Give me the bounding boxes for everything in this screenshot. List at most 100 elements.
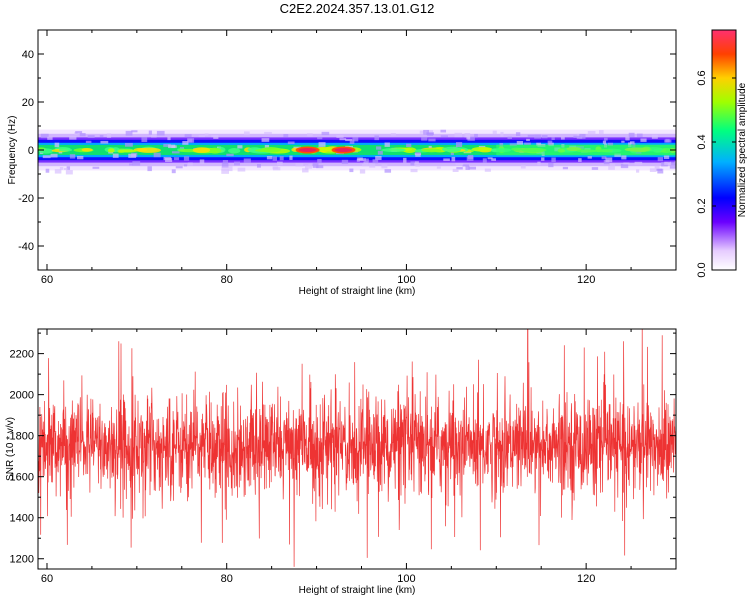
spectrogram-core-blob — [117, 149, 138, 153]
spectrogram-speckle — [636, 133, 643, 138]
spectrogram-speckle — [526, 138, 530, 142]
spectrogram-speckle — [640, 138, 647, 142]
snr-y-tick-label-1600: 1600 — [10, 472, 34, 484]
spectrogram-speckle — [440, 129, 447, 133]
spectrogram-speckle — [317, 158, 322, 164]
spectrogram-speckle — [66, 166, 71, 170]
spectrogram-speckle — [602, 140, 607, 144]
spectrogram-speckle — [171, 169, 176, 174]
spectrogram-speckle — [428, 138, 436, 142]
spectrogram-speckle — [289, 155, 293, 160]
spectrogram-speckle — [266, 156, 273, 160]
spectrogram-speckle — [304, 165, 309, 170]
spectrogram-speckle — [649, 168, 657, 172]
spectrogram-core-blob — [81, 147, 93, 152]
spectrogram-speckle — [58, 151, 63, 154]
spectrogram-speckle — [317, 136, 323, 140]
spectrogram-speckle — [423, 129, 429, 135]
spectrogram-speckle — [415, 164, 420, 167]
spectrogram-speckle — [362, 163, 369, 167]
snr-y-tick-label-2000: 2000 — [10, 390, 34, 402]
spectrogram-speckle — [455, 163, 464, 166]
spectrogram-speckle — [537, 161, 541, 166]
spectrogram-speckle — [591, 167, 599, 170]
spectrogram-speckle — [99, 134, 104, 138]
snr-y-tick-label-1200: 1200 — [10, 554, 34, 566]
spectrogram-speckle — [578, 158, 582, 162]
spectrogram-speckle — [359, 169, 366, 174]
spectrogram-speckle — [520, 165, 526, 169]
spectrogram-speckle — [663, 155, 670, 160]
spectrogram-speckle — [237, 167, 246, 172]
spectrogram-speckle — [59, 166, 64, 170]
spectrogram-speckle — [272, 166, 279, 170]
spectrogram-speckle — [573, 135, 581, 138]
spectrogram-speckle — [221, 169, 230, 174]
spectrogram-speckle — [587, 130, 596, 135]
spectrogram-core-blob — [442, 146, 462, 152]
spectrogram-speckle — [436, 166, 441, 169]
spectrogram-speckle — [377, 150, 383, 155]
spectrogram-speckle — [419, 130, 425, 134]
snr-y-tick-label-1800: 1800 — [10, 431, 34, 443]
spectrogram-speckle — [452, 168, 459, 172]
spectrogram-speckle — [237, 145, 243, 149]
spectrogram-speckle — [487, 157, 493, 160]
spectrogram-speckle — [381, 164, 388, 169]
spectrogram-speckle — [175, 166, 183, 169]
spectrogram-core-blob — [402, 147, 417, 153]
spectrogram-speckle — [75, 131, 83, 134]
spectrogram-speckle — [536, 142, 541, 146]
spectrogram-speckle — [440, 135, 448, 138]
spectrogram-speckle — [467, 154, 474, 160]
spectrogram-speckle — [492, 130, 497, 135]
spectrogram-speckle — [443, 158, 450, 162]
spectrogram-speckle — [579, 133, 586, 139]
spectrogram-y-tick-label--20: -20 — [18, 193, 34, 205]
spectrogram-speckle — [69, 154, 76, 159]
spectrogram-y-ticks: -40 -20 0 20 40 — [18, 29, 676, 271]
spectrogram-speckle — [63, 167, 68, 171]
spectrogram-speckle — [455, 142, 463, 148]
spectrogram-speckle — [272, 156, 277, 161]
spectrogram-speckle — [657, 157, 664, 162]
snr-x-axis-label: Height of straight line (km) — [299, 585, 416, 596]
spectrogram-speckle — [213, 135, 219, 139]
spectrogram-x-tick-label-100: 100 — [397, 274, 415, 286]
spectrogram-speckle — [283, 134, 289, 138]
spectrogram-speckle — [374, 135, 379, 141]
spectrogram-speckle — [462, 164, 470, 167]
spectrogram-speckle — [674, 160, 676, 164]
spectrogram-speckle — [264, 144, 270, 148]
snr-panel: 60 80 100 120 1200 1400 1600 1800 2000 2200 Heig… — [5, 328, 677, 596]
spectrogram-speckle — [85, 140, 92, 144]
spectrogram-speckle — [349, 139, 355, 144]
spectrogram-speckle — [465, 166, 470, 170]
spectrogram-core-blob — [228, 148, 241, 154]
spectrogram-speckle — [356, 158, 360, 162]
spectrogram-speckle — [264, 131, 272, 135]
spectrogram-speckle — [256, 163, 261, 168]
spectrogram-speckle — [390, 133, 396, 136]
snr-y-tick-label-2200: 2200 — [10, 349, 34, 361]
colorbar-tick-label-0.0: 0.0 — [696, 262, 708, 277]
spectrogram-speckle — [92, 166, 100, 169]
spectrogram-speckle — [54, 169, 62, 174]
spectrogram-speckle — [165, 158, 173, 163]
spectrogram-speckle — [376, 146, 382, 150]
spectrogram-speckle — [451, 156, 456, 162]
spectrogram-speckle — [221, 166, 229, 171]
spectrogram-speckle — [106, 133, 112, 138]
spectrogram-speckle — [515, 132, 521, 136]
spectrogram-speckle — [261, 138, 270, 142]
spectrogram-speckle — [415, 152, 421, 155]
snr-x-tick-label-80: 80 — [221, 573, 233, 585]
spectrogram-speckle — [625, 136, 630, 141]
spectrogram-speckle — [548, 162, 554, 168]
spectrogram-x-ticks: 60 80 100 120 — [41, 30, 677, 286]
spectrogram-band-right — [496, 144, 676, 156]
spectrogram-speckle — [87, 135, 95, 138]
spectrogram-speckle — [345, 139, 353, 142]
spectrogram-speckle — [167, 136, 171, 141]
spectrogram-speckle — [601, 156, 607, 160]
